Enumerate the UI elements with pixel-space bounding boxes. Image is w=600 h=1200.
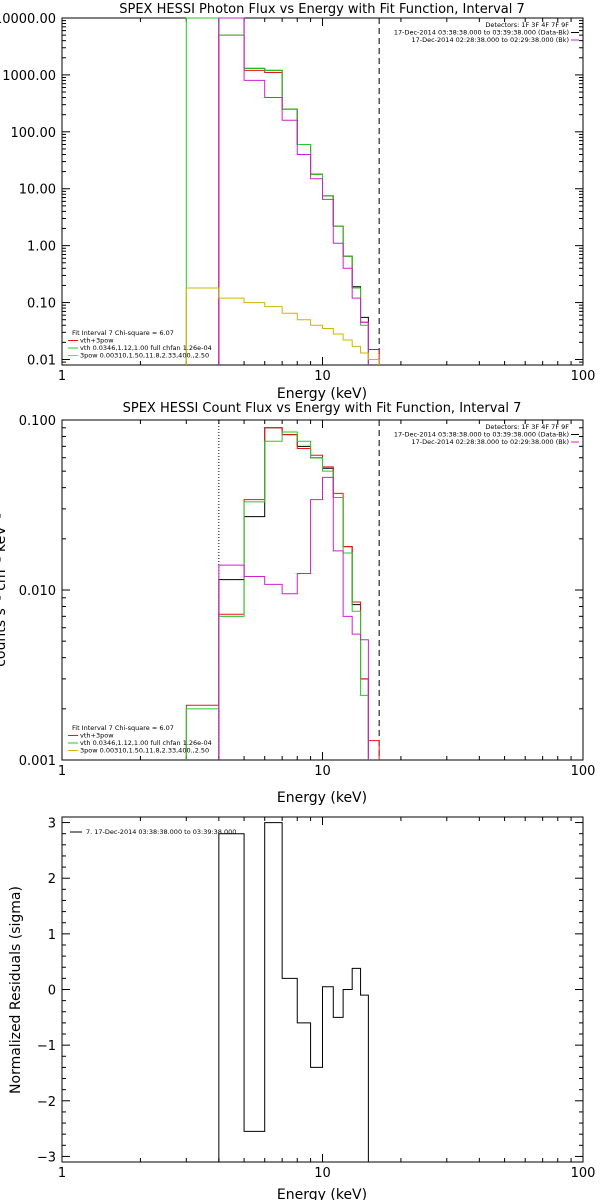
y-tick-label: 10.00: [19, 183, 56, 198]
y-tick-label: 2: [48, 872, 56, 887]
detector-legend-text: 17-Dec-2014 02:28:38.000 to 02:29:38.000…: [412, 36, 570, 44]
red-histogram-series: [218, 34, 380, 365]
x-axis-label: Energy (keV): [277, 790, 367, 806]
x-tick-label: 10: [314, 1166, 331, 1181]
x-tick-label: 100: [571, 1166, 596, 1181]
y-tick-label: 0: [48, 984, 56, 999]
fit-legend-text: vth 0.0346,1.12,1.00 full chfan 1.26e-04: [80, 344, 212, 352]
x-axis-label: Energy (keV): [277, 1187, 367, 1200]
fit-legend-text: Fit Interval 7 Chi-square = 6.07: [72, 329, 174, 337]
x-tick-label: 100: [571, 369, 596, 384]
y-tick-label: −1: [37, 1039, 56, 1054]
y-tick-label: 0.10: [27, 297, 56, 312]
y-tick-label: 100.00: [11, 126, 57, 141]
fit-legend-text: Fit Interval 7 Chi-square = 6.07: [72, 724, 174, 732]
y-tick-label: −3: [37, 1150, 56, 1165]
y-tick-label: 10000.00: [0, 12, 56, 27]
fit-legend-text: vth+3pow: [80, 337, 114, 345]
x-tick-label: 1: [58, 1166, 66, 1181]
black-histogram-series: [218, 822, 369, 1162]
panel-title: SPEX HESSI Count Flux vs Energy with Fit…: [123, 401, 522, 416]
detector-legend-text: Detectors: 1F 3F 4F 7F 9F: [485, 423, 569, 431]
fit-legend-text: vth+3pow: [80, 732, 114, 740]
fit-legend-text: 3pow 0.00310,1.50,11.8,2.33,400.,2.50: [80, 352, 209, 360]
x-tick-label: 1: [58, 369, 66, 384]
y-tick-label: 0.001: [19, 754, 56, 769]
y-tick-label: 1.00: [27, 240, 56, 255]
yellow-histogram-series: [185, 287, 380, 365]
x-tick-label: 10: [314, 764, 331, 779]
residuals-panel: Energy (keV) Normalized Residuals (sigma…: [8, 816, 596, 1200]
fit-legend-text: vth 0.0346,1.12,1.00 full chfan 1.26e-04: [80, 739, 212, 747]
detector-legend-text: 17-Dec-2014 03:38:38.000 to 03:39:38.000…: [394, 431, 569, 439]
fit-legend-text: 3pow 0.00310,1.50,11.8,2.33,400.,2.50: [80, 747, 209, 755]
x-tick-label: 1: [58, 764, 66, 779]
y-tick-label: 1: [48, 928, 56, 943]
y-tick-label: 3: [48, 817, 56, 832]
panel-title: SPEX HESSI Photon Flux vs Energy with Fi…: [119, 2, 525, 17]
y-axis-label: counts s⁻¹ cm⁻² keV⁻¹: [0, 513, 9, 667]
y-tick-label: 1000.00: [2, 69, 56, 84]
x-tick-label: 100: [571, 764, 596, 779]
residual-legend-text: 7. 17-Dec-2014 03:38:38.000 to 03:39:38.…: [86, 828, 236, 836]
detector-legend-text: 17-Dec-2014 03:38:38.000 to 03:39:38.000…: [394, 29, 569, 37]
detector-legend-text: 17-Dec-2014 02:28:38.000 to 02:29:38.000…: [412, 438, 570, 446]
count-flux-panel: SPEX HESSI Count Flux vs Energy with Fit…: [0, 401, 595, 806]
detector-legend-text: Detectors: 1F 3F 4F 7F 9F: [485, 21, 569, 29]
y-axis-label: Normalized Residuals (sigma): [8, 886, 24, 1094]
green-histogram-series: [185, 431, 369, 760]
y-tick-label: 0.01: [27, 353, 56, 368]
photon-flux-panel: SPEX HESSI Photon Flux vs Energy with Fi…: [0, 2, 595, 402]
green-histogram-series: [185, 17, 369, 365]
magenta-histogram-series: [218, 17, 369, 365]
x-tick-label: 10: [314, 369, 331, 384]
y-tick-label: 0.010: [19, 584, 56, 599]
magenta-histogram-series: [218, 476, 369, 760]
y-tick-label: 0.100: [19, 414, 56, 429]
x-axis-label: Energy (keV): [277, 386, 367, 402]
y-tick-label: −2: [37, 1095, 56, 1110]
